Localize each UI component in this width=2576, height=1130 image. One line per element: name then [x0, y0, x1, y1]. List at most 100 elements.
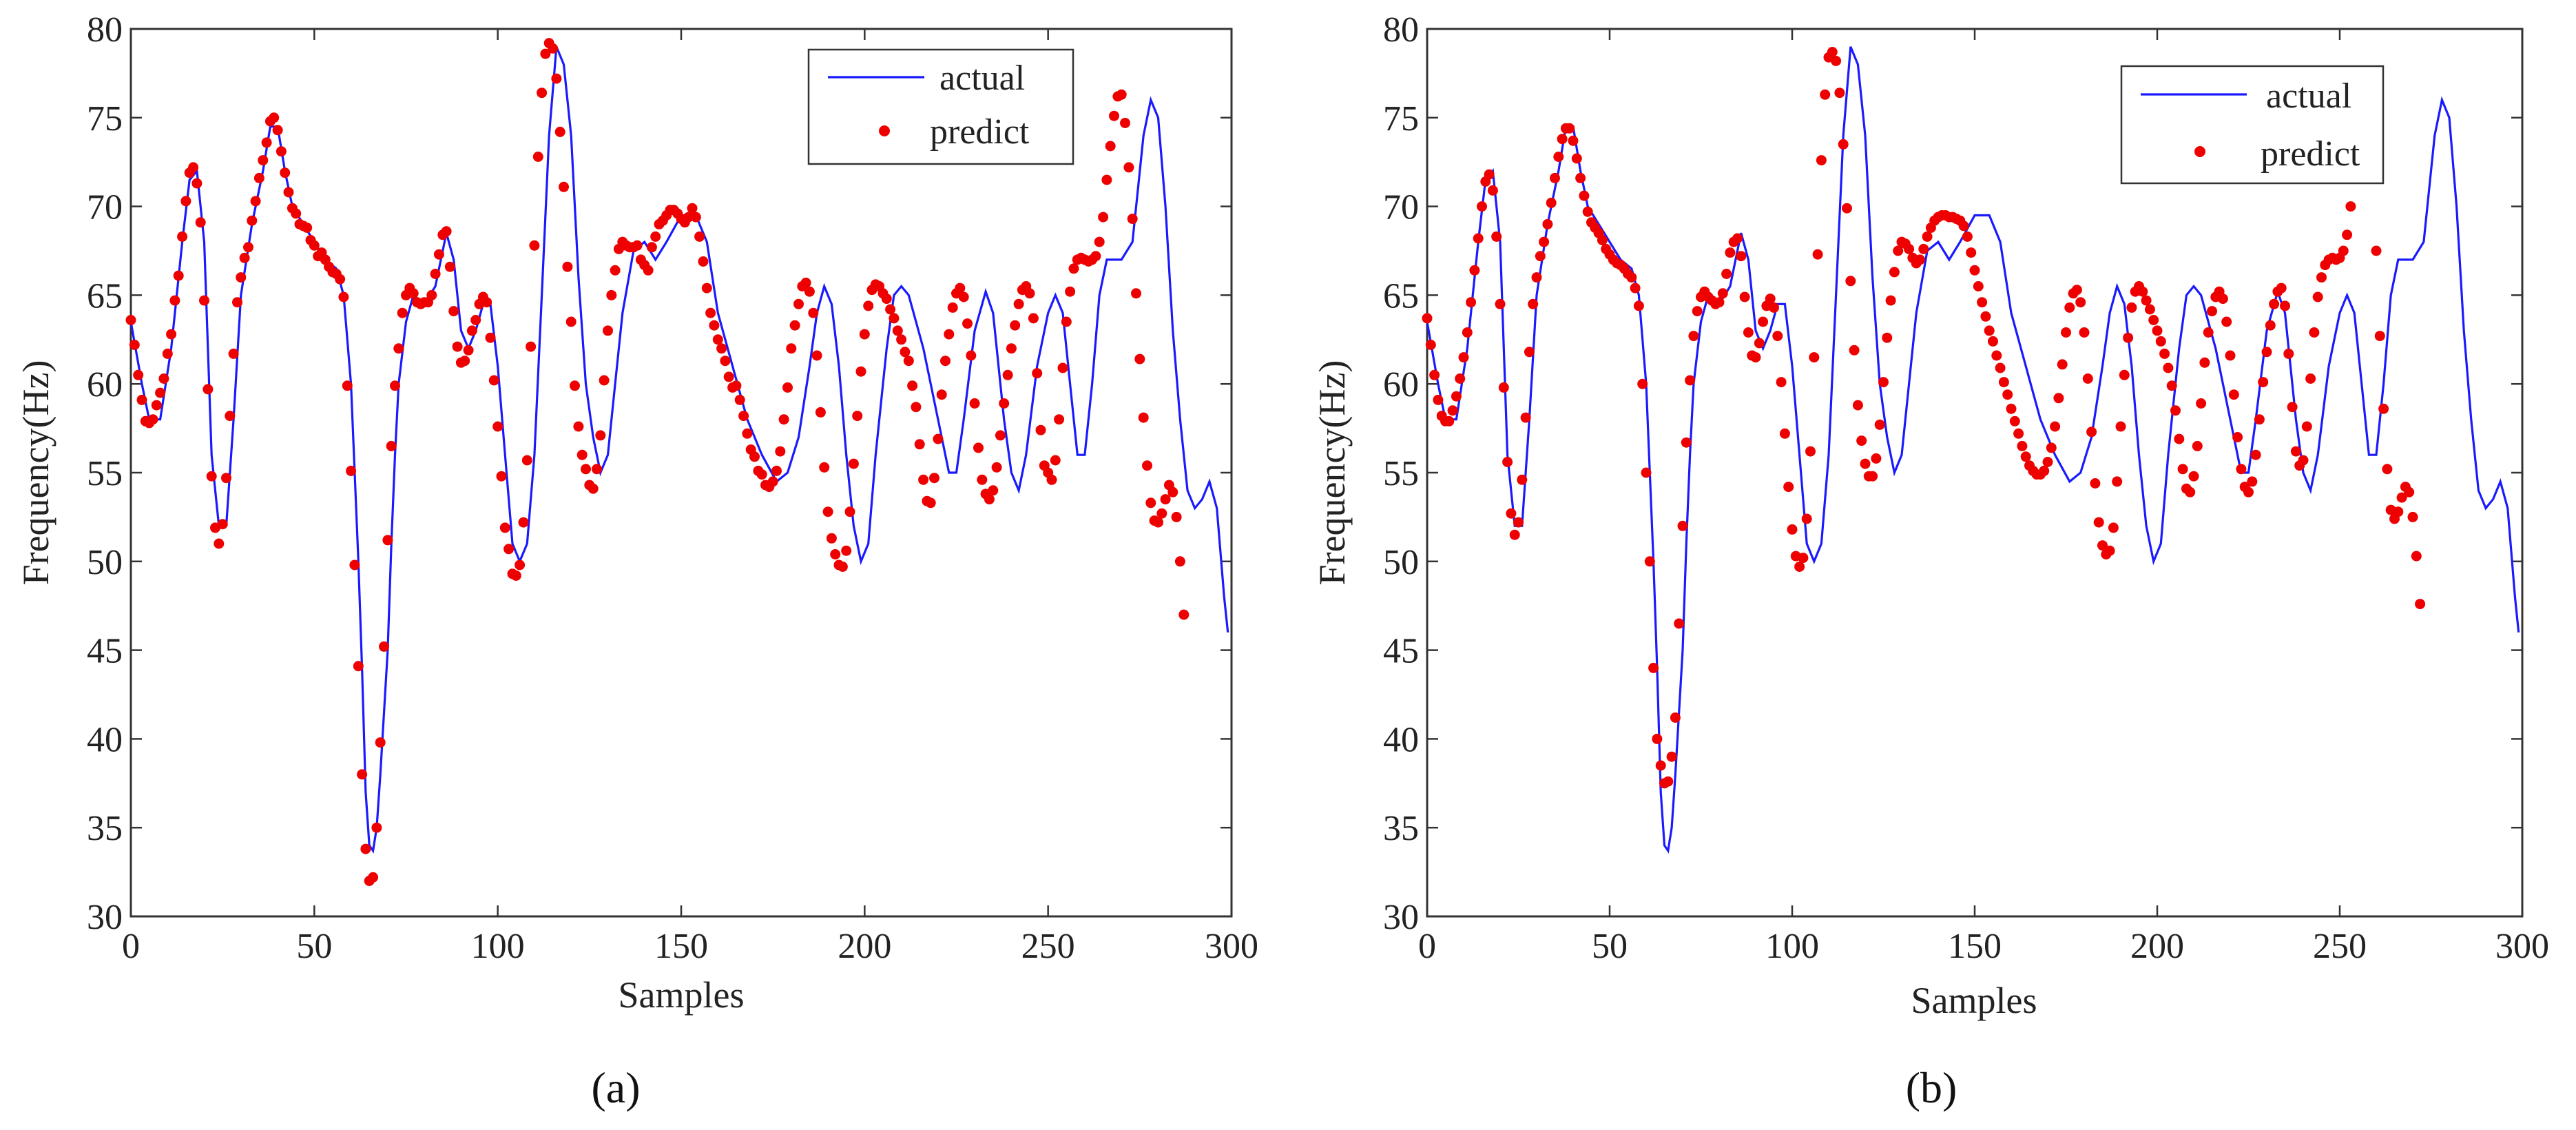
legend-actual-label: actual [939, 59, 1025, 98]
predict-point [2093, 517, 2104, 528]
chart-panel-b: 30 35 40 45 50 55 60 65 70 75 80 0 50 100 150 200 250 30… [1311, 10, 2549, 1112]
predict-point [177, 231, 188, 242]
predict-point [2404, 486, 2415, 497]
predict-point [1849, 345, 1860, 356]
predict-point [1531, 272, 1542, 283]
predict-point [162, 348, 173, 359]
predict-point [2050, 421, 2061, 432]
x-tick-label: 200 [838, 927, 891, 966]
predict-point [342, 380, 353, 391]
predict-point [1750, 352, 1761, 363]
legend-predict-swatch [2194, 146, 2205, 157]
predict-point [881, 294, 892, 305]
predict-point [2097, 540, 2108, 551]
predict-point [720, 356, 731, 367]
y-tick-label: 60 [87, 365, 123, 404]
predict-point [800, 277, 811, 288]
predict-point [1966, 247, 1977, 258]
predict-point [496, 471, 507, 482]
predict-point [2013, 428, 2024, 439]
predict-point [1918, 243, 1929, 254]
predict-point [565, 316, 577, 327]
predict-point [690, 212, 701, 223]
predict-point [537, 88, 548, 99]
predict-point [907, 380, 918, 391]
predict-point [1134, 353, 1145, 364]
predict-point [1006, 343, 1017, 354]
predict-point [2261, 347, 2272, 358]
predict-point [955, 282, 966, 294]
predict-point [1462, 327, 1473, 338]
predict-point [977, 474, 988, 485]
predict-point [125, 315, 136, 325]
predict-point [554, 126, 565, 137]
predict-point [1484, 169, 1495, 180]
predict-point [559, 181, 569, 192]
predict-point [253, 172, 264, 183]
predict-point [1794, 562, 1805, 572]
predict-point [1991, 350, 2002, 361]
predict-point [408, 288, 419, 299]
predict-point [892, 325, 903, 336]
predict-point [1539, 236, 1550, 247]
predict-point [1433, 394, 1444, 405]
predict-point [1469, 265, 1480, 276]
predict-point [683, 212, 694, 223]
predict-point [1820, 89, 1831, 100]
predict-point [933, 433, 944, 444]
predict-point [2064, 302, 2075, 313]
predict-point [2086, 427, 2097, 438]
predict-point [756, 469, 767, 480]
predict-point [258, 155, 269, 166]
y-tick-label: 30 [87, 898, 123, 937]
predict-point [793, 298, 804, 309]
predict-point [1626, 272, 1637, 283]
predict-point [1685, 375, 1696, 386]
predict-point [548, 43, 559, 54]
x-tick-label: 150 [654, 927, 708, 966]
predict-point [1630, 282, 1641, 294]
predict-point [488, 375, 499, 386]
predict-point [1779, 428, 1790, 439]
predict-point [1429, 369, 1440, 380]
predict-point [236, 272, 247, 283]
predict-point [789, 320, 800, 331]
predict-point [581, 464, 591, 475]
predict-point [2061, 327, 2071, 338]
predict-point [529, 240, 540, 251]
predict-point [1754, 338, 1765, 349]
predict-point [1973, 281, 1984, 291]
predict-point [1812, 249, 1823, 260]
series-actual-line [1426, 46, 2520, 854]
predict-point [1958, 220, 1969, 232]
predict-point [1798, 553, 1809, 564]
predict-point [2119, 369, 2130, 380]
predict-point [896, 334, 907, 345]
predict-point [1127, 214, 1138, 225]
predict-point [1502, 457, 1513, 467]
predict-point [1856, 435, 1867, 446]
x-axis-label: Samples [1911, 980, 2037, 1021]
predict-point [2269, 298, 2280, 309]
predict-point [1842, 203, 1852, 214]
predict-point [2152, 325, 2163, 336]
predict-point [444, 261, 455, 272]
y-tick-label: 50 [87, 543, 123, 582]
predict-point [1831, 55, 1842, 66]
predict-point [470, 315, 481, 325]
predict-point [1579, 190, 1590, 201]
predict-point [1995, 362, 2006, 373]
y-tick-label: 50 [1383, 543, 1419, 582]
predict-point [947, 302, 958, 313]
predict-point [804, 286, 815, 297]
predict-point [1171, 511, 1182, 522]
predict-point [929, 473, 939, 484]
predict-point [1834, 88, 1845, 99]
predict-point [2163, 362, 2174, 373]
x-tick-label: 0 [122, 927, 140, 966]
predict-point [136, 394, 147, 405]
predict-point [515, 559, 526, 571]
predict-point [360, 843, 371, 854]
predict-point [1010, 320, 1021, 331]
predict-point [1123, 162, 1134, 173]
